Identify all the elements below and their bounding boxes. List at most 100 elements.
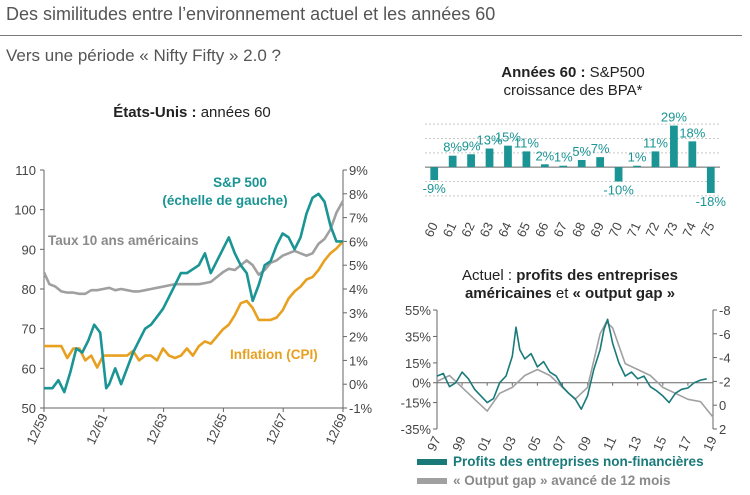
bar-75 xyxy=(706,167,715,193)
bar-68 xyxy=(577,160,586,168)
x-tick-label: 12/61 xyxy=(83,411,110,447)
x-tick-label: 12/67 xyxy=(263,411,290,447)
x-tick-label: 05 xyxy=(524,434,544,453)
rates-annotation: Taux 10 ans américains xyxy=(48,233,199,248)
right-tick-label: 5% xyxy=(349,258,368,273)
right-tick-label: -4 xyxy=(719,351,731,366)
x-tick-label: 99 xyxy=(449,434,469,453)
right-tick-label: -1% xyxy=(349,401,373,416)
bar-value-label: 9% xyxy=(462,138,481,153)
bar-60 xyxy=(430,167,439,181)
left-tick-label: 70 xyxy=(22,322,36,337)
bar-category-label: 62 xyxy=(458,220,478,239)
x-tick-label: 12/65 xyxy=(203,411,230,447)
x-tick-label: 12/69 xyxy=(322,411,349,447)
right-tick-label: 7% xyxy=(349,211,368,226)
bar-chart-title-line2: croissance des BPA* xyxy=(504,82,643,99)
x-tick-label: 17 xyxy=(675,434,695,453)
x-tick-label: 09 xyxy=(575,434,595,453)
right-tick-label: 6% xyxy=(349,234,368,249)
bar-72 xyxy=(651,151,660,168)
bar-category-label: 64 xyxy=(495,220,515,239)
bar-69 xyxy=(596,157,605,168)
bar-value-label: 7% xyxy=(591,141,610,156)
x-tick-label: 07 xyxy=(549,434,569,453)
right-tick-label: 8% xyxy=(349,187,368,202)
eps-growth-bar-chart: Années 60 : S&P500 croissance des BPA* -… xyxy=(421,64,727,239)
bar-value-label: 18% xyxy=(679,125,705,140)
bar-category-label: 68 xyxy=(569,220,589,239)
bar-category-label: 71 xyxy=(624,220,644,239)
bar-value-label: 13% xyxy=(477,133,503,148)
profits-output-gap-chart: Actuel : profits des entreprises américa… xyxy=(401,267,731,488)
header-divider xyxy=(0,35,742,36)
bar-66 xyxy=(540,164,549,168)
x-tick-label: 12/63 xyxy=(143,411,170,447)
bar-value-label: 11% xyxy=(643,135,668,150)
bar-category-label: 69 xyxy=(587,220,607,239)
bar-63 xyxy=(485,148,494,168)
us-sixties-line-chart: États-Unis : années 60 110 100 90 80 70 60 50 9… xyxy=(14,104,373,447)
left-tick-label: -35% xyxy=(401,422,432,437)
chart-title: États-Unis : années 60 xyxy=(113,104,271,121)
page-subtitle: Vers une période « Nifty Fifty » 2.0 ? xyxy=(6,46,281,65)
right-tick-label: -2 xyxy=(719,374,731,389)
series-line-2 xyxy=(44,240,344,369)
right-tick-label: 4% xyxy=(349,282,368,297)
profits-chart-title-line2: américaines et « output gap » xyxy=(465,285,675,302)
right-tick-label: 2% xyxy=(349,330,368,345)
x-tick-label: 03 xyxy=(499,434,519,453)
x-tick-label: 12/59 xyxy=(23,411,50,447)
left-tick-label: -15% xyxy=(401,396,432,411)
right-tick-label: 1% xyxy=(349,353,368,368)
left-tick-label: 15% xyxy=(405,356,431,371)
bar-value-label: 8% xyxy=(443,140,462,155)
series-line-1 xyxy=(42,200,345,296)
left-tick-label: 55% xyxy=(405,303,431,318)
bar-category-label: 61 xyxy=(440,220,460,239)
legend-swatch-0 xyxy=(417,459,447,465)
left-tick-label: 50 xyxy=(22,401,36,416)
bar-value-label: -18% xyxy=(696,194,727,209)
bar-71 xyxy=(633,165,641,168)
bar-category-label: 65 xyxy=(513,220,533,239)
bar-61 xyxy=(448,155,457,168)
bar-74 xyxy=(688,141,697,168)
x-tick-label: 97 xyxy=(424,434,444,453)
right-tick-label: -6 xyxy=(719,327,731,342)
bar-category-label: 67 xyxy=(550,220,570,239)
left-tick-label: 60 xyxy=(22,361,36,376)
right-tick-label: 3% xyxy=(349,306,368,321)
bar-category-label: 63 xyxy=(477,220,497,239)
bar-category-label: 72 xyxy=(642,220,662,239)
x-tick-label: 13 xyxy=(625,434,645,453)
sp500-annotation: S&P 500 xyxy=(213,175,267,190)
legend-label-0: Profits des entreprises non-financières xyxy=(453,454,704,469)
bar-value-label: -10% xyxy=(603,183,634,198)
right-tick-label: 0% xyxy=(349,377,368,392)
bar-value-label: 11% xyxy=(514,135,539,150)
right-tick-label: 9% xyxy=(349,163,368,178)
bar-value-label: 5% xyxy=(572,144,591,159)
bar-73 xyxy=(670,125,678,168)
bar-70 xyxy=(614,167,623,182)
bar-category-label: 74 xyxy=(679,220,699,239)
left-tick-label: 35% xyxy=(405,329,431,344)
left-tick-label: 110 xyxy=(15,163,36,178)
bar-value-label: 1% xyxy=(554,150,573,165)
legend-swatch-1 xyxy=(417,478,447,484)
legend-label-1: « Output gap » avancé de 12 mois xyxy=(453,473,671,488)
series-line-0 xyxy=(436,318,707,410)
inflation-annotation: Inflation (CPI) xyxy=(230,347,318,362)
profits-chart-title: Actuel : profits des entreprises xyxy=(462,267,678,284)
bar-value-label: 15% xyxy=(495,130,521,145)
left-tick-label: 0% xyxy=(412,376,431,391)
series-line-1 xyxy=(436,321,714,418)
right-tick-label: 2 xyxy=(719,422,726,437)
bar-value-label: 2% xyxy=(535,148,554,163)
bar-category-label: 73 xyxy=(661,220,681,239)
bar-value-label: 1% xyxy=(628,150,647,165)
bar-chart-title: Années 60 : S&P500 xyxy=(501,64,644,81)
bar-65 xyxy=(522,151,531,168)
bar-category-label: 60 xyxy=(421,220,441,239)
